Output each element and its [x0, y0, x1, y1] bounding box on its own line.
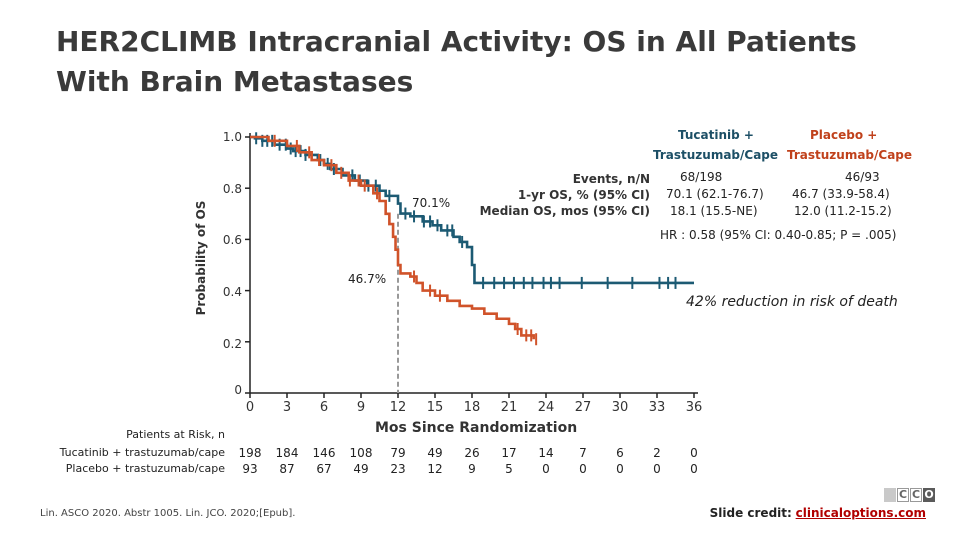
y-tick-label: 0.2	[222, 337, 242, 351]
median-label: Median OS, mos (95% CI)	[479, 204, 650, 218]
cco-logo: C C O	[884, 488, 935, 502]
risk-cell-tucatinib: 184	[275, 446, 299, 460]
citation: Lin. ASCO 2020. Abstr 1005. Lin. JCO. 20…	[40, 508, 296, 519]
risk-cell-placebo: 9	[468, 462, 476, 476]
risk-cell-placebo: 5	[505, 462, 513, 476]
x-tick-label: 21	[500, 400, 518, 415]
risk-cell-tucatinib: 7	[579, 446, 587, 460]
placebo-oneyr: 46.7 (33.9-58.4)	[792, 187, 890, 201]
y-tick-label: 0	[234, 383, 242, 397]
y-tick-label: 1.0	[222, 130, 242, 144]
risk-cell-placebo: 67	[316, 462, 332, 476]
x-tick-label: 0	[245, 400, 255, 415]
legend-tucatinib-head: Tucatinib +	[678, 128, 754, 142]
tucatinib-oneyr: 70.1 (62.1-76.7)	[666, 187, 764, 201]
annotation-tucatinib-1yr: 70.1%	[412, 196, 451, 210]
page-title: HER2CLIMB Intracranial Activity: OS in A…	[56, 25, 857, 98]
hazard-ratio: HR : 0.58 (95% CI: 0.40-0.85; P = .005)	[660, 228, 897, 242]
risk-cell-placebo: 0	[616, 462, 624, 476]
risk-table-title: Patients at Risk, n	[126, 428, 225, 441]
x-tick-label: 24	[537, 400, 555, 415]
legend-tucatinib-sub: Trastuzumab/Cape	[653, 148, 779, 162]
placebo-events: 46/93	[845, 170, 880, 184]
risk-cell-tucatinib: 146	[312, 446, 336, 460]
placebo-median: 12.0 (11.2-15.2)	[794, 204, 892, 218]
risk-cell-tucatinib: 17	[501, 446, 517, 460]
x-tick-label: 3	[282, 400, 292, 415]
credit-link[interactable]: clinicaloptions.com	[795, 506, 926, 520]
x-tick-label: 27	[574, 400, 592, 415]
slide-credit: Slide credit: clinicaloptions.com	[710, 506, 926, 520]
risk-cell-tucatinib: 0	[690, 446, 698, 460]
x-axis-label: Mos Since Randomization	[375, 420, 578, 436]
risk-cell-tucatinib: 79	[390, 446, 406, 460]
risk-cell-tucatinib: 6	[616, 446, 624, 460]
x-tick-label: 18	[463, 400, 481, 415]
risk-cell-placebo: 12	[427, 462, 443, 476]
risk-cell-placebo: 0	[690, 462, 698, 476]
risk-row-label-placebo: Placebo + trastuzumab/cape	[65, 462, 225, 475]
legend-placebo-sub: Trastuzumab/Cape	[787, 148, 913, 162]
risk-cell-placebo: 0	[579, 462, 587, 476]
x-tick-label: 15	[426, 400, 444, 415]
x-tick-label: 30	[611, 400, 629, 415]
tucatinib-events: 68/198	[680, 170, 723, 184]
x-tick-label: 9	[356, 400, 366, 415]
risk-cell-placebo: 49	[353, 462, 369, 476]
risk-cell-placebo: 93	[242, 462, 258, 476]
credit-label: Slide credit:	[709, 506, 792, 520]
x-tick-label: 33	[648, 400, 666, 415]
logo-block	[884, 488, 896, 502]
x-tick-label: 36	[685, 400, 703, 415]
tucatinib-median: 18.1 (15.5-NE)	[670, 204, 758, 218]
placebo-curve	[250, 135, 535, 340]
x-tick-label: 6	[319, 400, 329, 415]
y-tick-label: 0.6	[222, 233, 242, 247]
y-tick-label: 0.8	[222, 182, 242, 196]
risk-row-label-tucatinib: Tucatinib + trastuzumab/cape	[59, 446, 225, 459]
risk-cell-tucatinib: 108	[349, 446, 373, 460]
events-label: Events, n/N	[572, 172, 650, 186]
annotation-placebo-1yr: 46.7%	[348, 272, 387, 286]
legend-placebo-head: Placebo +	[810, 128, 878, 142]
oneyr-label: 1-yr OS, % (95% CI)	[517, 188, 650, 202]
y-tick-label: 0.4	[222, 285, 242, 299]
logo-letter: O	[923, 488, 935, 502]
risk-cell-placebo: 23	[390, 462, 406, 476]
x-tick-label: 12	[389, 400, 407, 415]
risk-cell-tucatinib: 26	[464, 446, 480, 460]
logo-letter: C	[897, 488, 909, 502]
risk-cell-placebo: 87	[279, 462, 295, 476]
risk-cell-placebo: 0	[653, 462, 661, 476]
risk-cell-tucatinib: 2	[653, 446, 661, 460]
risk-cell-tucatinib: 198	[238, 446, 262, 460]
risk-cell-tucatinib: 49	[427, 446, 443, 460]
risk-cell-placebo: 0	[542, 462, 550, 476]
risk-cell-tucatinib: 14	[538, 446, 554, 460]
logo-letter: C	[910, 488, 922, 502]
risk-reduction-note: 42% reduction in risk of death	[686, 294, 898, 310]
